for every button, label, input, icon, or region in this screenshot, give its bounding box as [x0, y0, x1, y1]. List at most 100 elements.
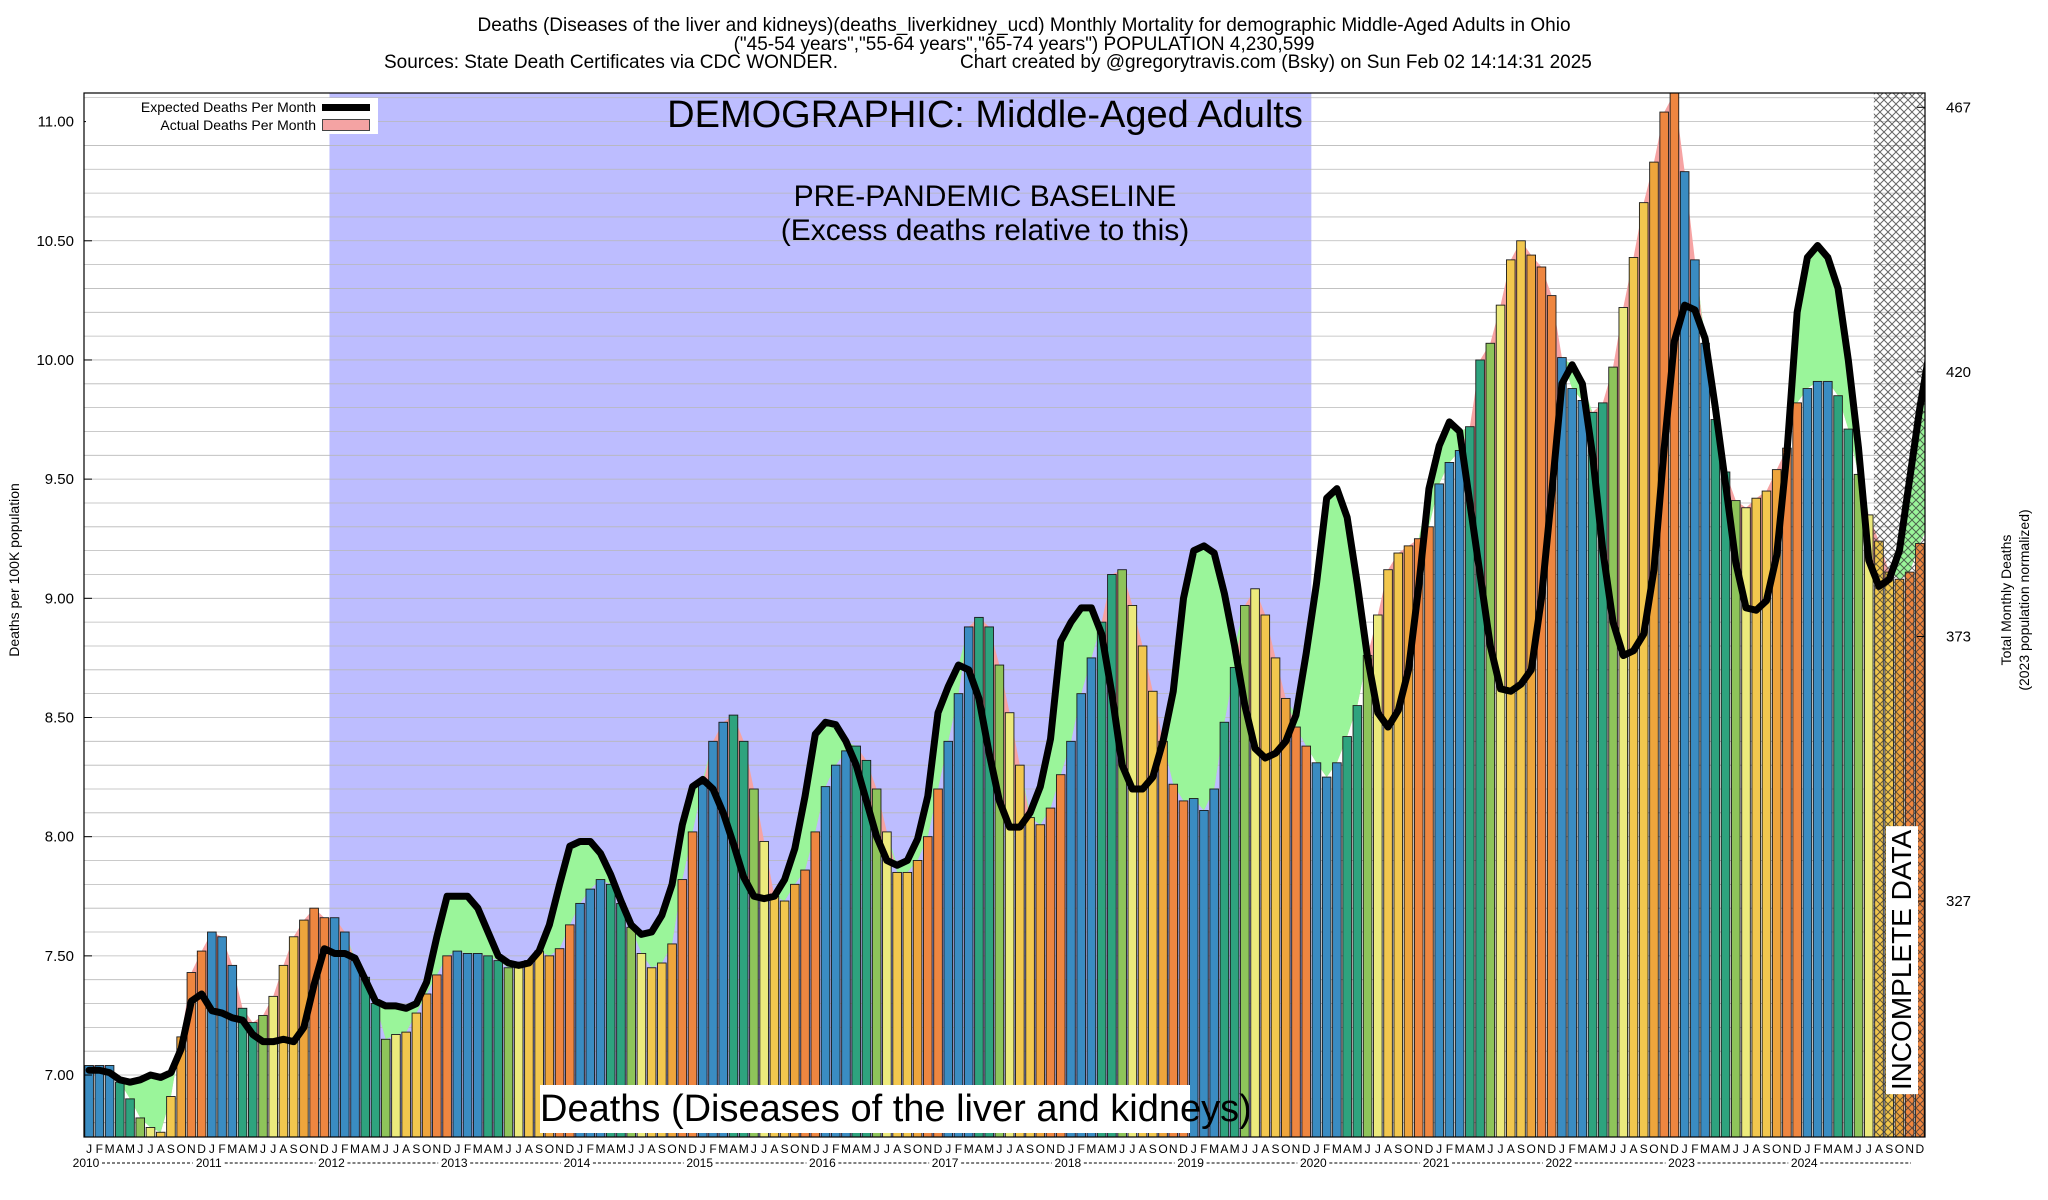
bar: [155, 1131, 166, 1137]
x-month-label: N: [1660, 1142, 1669, 1156]
bar: [1055, 774, 1066, 1137]
bar: [1782, 447, 1792, 1137]
bar: [1045, 807, 1056, 1137]
x-month-label: A: [852, 1142, 860, 1156]
x-month-label: J: [1733, 1142, 1739, 1156]
x-month-label: S: [412, 1142, 420, 1156]
x-month-label: J: [1313, 1142, 1319, 1156]
bar: [135, 1117, 146, 1137]
bar: [1434, 483, 1444, 1137]
bar: [790, 883, 800, 1137]
x-month-label: M: [841, 1142, 851, 1156]
x-month-label: M: [350, 1142, 360, 1156]
x-month-label: F: [709, 1142, 716, 1156]
x-month-label: J: [874, 1142, 880, 1156]
x-month-label: A: [648, 1142, 656, 1156]
x-month-label: O: [1281, 1142, 1290, 1156]
bar: [186, 972, 197, 1137]
bar: [340, 931, 350, 1137]
legend-actual: Actual Deaths Per Month: [86, 116, 378, 134]
bar: [585, 888, 596, 1137]
bar: [1362, 655, 1373, 1137]
bar: [2008, 737, 2017, 1137]
x-month-label: S: [1885, 1142, 1893, 1156]
x-month-label: O: [1158, 1142, 1167, 1156]
x-month-label: S: [1762, 1142, 1770, 1156]
bar: [2038, 815, 2047, 1137]
baseline-label: PRE-PANDEMIC BASELINE: [793, 180, 1177, 213]
x-year-label: 2020: [1300, 1156, 1327, 1170]
legend-expected-label: Expected Deaths Per Month: [140, 99, 316, 115]
x-month-label: F: [1323, 1142, 1330, 1156]
x-month-label: N: [187, 1142, 196, 1156]
bar: [1352, 705, 1363, 1137]
bar: [1802, 388, 1813, 1137]
bar: [1004, 712, 1015, 1137]
bar: [687, 831, 698, 1137]
bar: [1731, 500, 1741, 1137]
x-month-label: S: [167, 1142, 175, 1156]
bar: [1321, 776, 1332, 1137]
x-month-label: F: [218, 1142, 225, 1156]
x-month-label: F: [587, 1142, 594, 1156]
x-month-label: J: [996, 1142, 1002, 1156]
legend-actual-swatch: [322, 119, 370, 131]
x-month-label: J: [260, 1142, 266, 1156]
x-month-label: O: [176, 1142, 185, 1156]
x-month-label: F: [1200, 1142, 1207, 1156]
bar: [1260, 614, 1271, 1137]
bar: [1638, 202, 1649, 1137]
left-axis-label: Deaths per 100K population: [6, 483, 22, 657]
bar: [1812, 380, 1823, 1137]
bar: [370, 1003, 381, 1137]
y-tick-label: 7.50: [45, 948, 74, 965]
bar: [994, 664, 1005, 1137]
x-month-label: A: [1466, 1142, 1474, 1156]
x-month-label: A: [975, 1142, 983, 1156]
x-month-label: A: [607, 1142, 615, 1156]
x-year-label: 2024: [1791, 1156, 1818, 1170]
right-axis-label: Total Monthly Deaths (2023 population nor…: [1998, 509, 2032, 691]
bar: [974, 616, 984, 1137]
x-month-label: J: [751, 1142, 757, 1156]
x-month-label: J: [1804, 1142, 1810, 1156]
x-month-label: S: [1272, 1142, 1280, 1156]
demographic-label: DEMOGRAPHIC: Middle-Aged Adults: [667, 94, 1303, 136]
bar: [1659, 111, 1669, 1137]
bar: [646, 967, 657, 1137]
bar: [779, 900, 790, 1137]
expected-line: [85, 242, 1925, 1086]
x-month-label: O: [667, 1142, 676, 1156]
x-month-label: F: [832, 1142, 839, 1156]
bar: [421, 993, 432, 1137]
x-month-label: J: [1559, 1142, 1565, 1156]
x-month-label: M: [1721, 1142, 1731, 1156]
x-month-label: D: [1916, 1142, 1925, 1156]
x-month-label: J: [1610, 1142, 1616, 1156]
x-month-label: A: [1098, 1142, 1106, 1156]
x-month-label: A: [1711, 1142, 1719, 1156]
bar: [1301, 745, 1311, 1137]
x-month-label: N: [923, 1142, 932, 1156]
bar: [1926, 522, 1935, 1137]
bar: [1332, 762, 1342, 1137]
y-tick-label: 10.00: [36, 352, 74, 369]
bar: [738, 740, 749, 1137]
bar: [1209, 788, 1219, 1137]
bar: [1526, 254, 1536, 1137]
x-month-label: S: [658, 1142, 666, 1156]
x-year-label: 2022: [1545, 1156, 1572, 1170]
bar: [258, 1014, 268, 1137]
x-month-label: A: [1343, 1142, 1351, 1156]
bar: [1035, 824, 1046, 1137]
x-month-label: J: [270, 1142, 276, 1156]
bar: [902, 871, 913, 1137]
x-year-label: 2014: [564, 1156, 591, 1170]
bar: [933, 788, 943, 1137]
bar: [1710, 419, 1721, 1137]
x-year-label: 2018: [1055, 1156, 1082, 1170]
bar: [166, 1096, 176, 1137]
x-month-label: D: [811, 1142, 820, 1156]
x-month-label: J: [638, 1142, 644, 1156]
x-month-label: J: [1498, 1142, 1504, 1156]
